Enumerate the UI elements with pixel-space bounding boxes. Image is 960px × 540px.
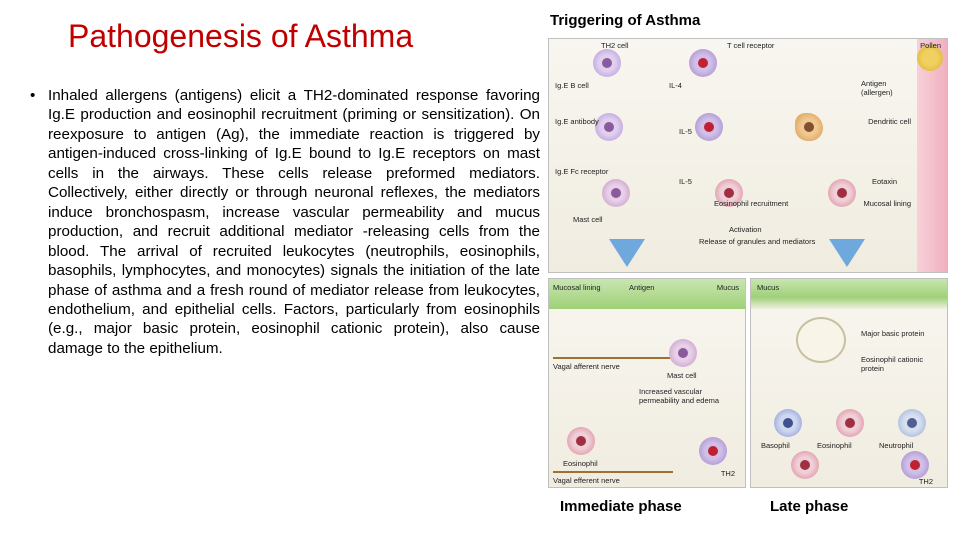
arrow-down-icon xyxy=(829,239,865,267)
label-pollen: Pollen xyxy=(920,41,941,50)
label-ecp: Eosinophil cationic protein xyxy=(861,355,941,373)
label-neutro: Neutrophil xyxy=(879,441,913,450)
immediate-phase-label: Immediate phase xyxy=(560,498,682,515)
mast-cell-icon xyxy=(602,179,630,207)
mucosal-lining-strip xyxy=(917,39,947,272)
label-release: Release of granules and mediators xyxy=(699,237,819,246)
label-mast2: Mast cell xyxy=(667,371,697,380)
label-vagal-eff: Vagal efferent nerve xyxy=(553,476,620,485)
label-antigen: Antigen (allergen) xyxy=(861,79,911,97)
th2-cell-icon xyxy=(689,49,717,77)
eosinophil-icon xyxy=(828,179,856,207)
nerve-line xyxy=(553,357,673,359)
label-eosino: Eosinophil xyxy=(563,459,598,468)
page-title: Pathogenesis of Asthma xyxy=(68,18,413,55)
label-th2: TH2 cell xyxy=(601,41,629,50)
th2-cell-icon xyxy=(695,113,723,141)
label-mast: Mast cell xyxy=(573,215,603,224)
label-vascperm: Increased vascular permeability and edem… xyxy=(639,387,739,405)
label-mbp: Major basic protein xyxy=(861,329,941,338)
label-mucosal2: Mucosal lining xyxy=(553,283,601,292)
label-th2b: TH2 xyxy=(721,469,735,478)
body-text: Inhaled allergens (antigens) elicit a TH… xyxy=(48,86,540,358)
eosinophil-icon xyxy=(567,427,595,455)
diagram-title: Triggering of Asthma xyxy=(550,12,700,29)
eosinophil-icon xyxy=(791,451,819,479)
label-activation: Activation xyxy=(729,225,762,234)
label-mucosal: Mucosal lining xyxy=(863,199,911,208)
label-th2c: TH2 xyxy=(919,477,933,486)
th2-cell-icon xyxy=(699,437,727,465)
bullet-marker: • xyxy=(30,86,48,358)
label-vagal-aff: Vagal afferent nerve xyxy=(553,362,620,371)
arrow-down-icon xyxy=(609,239,645,267)
label-igefc: Ig.E Fc receptor xyxy=(555,167,608,176)
mast-cell-icon xyxy=(669,339,697,367)
label-eorecruit: Eosinophil recruitment xyxy=(714,199,804,208)
label-eosino2: Eosinophil xyxy=(817,441,852,450)
top-panel: TH2 cell T cell receptor Pollen Ig.E B c… xyxy=(548,38,948,273)
neutrophil-icon xyxy=(898,409,926,437)
label-tcr: T cell receptor xyxy=(727,41,774,50)
label-baso: Basophil xyxy=(761,441,790,450)
body-paragraph: • Inhaled allergens (antigens) elicit a … xyxy=(30,86,540,358)
label-antigen2: Antigen xyxy=(629,283,654,292)
dendritic-cell-icon xyxy=(795,113,823,141)
bcell-icon xyxy=(593,49,621,77)
label-mucus: Mucus xyxy=(717,283,739,292)
label-il5b: IL-5 xyxy=(679,177,692,186)
epithelial-gap xyxy=(796,317,846,363)
pathogenesis-diagram: TH2 cell T cell receptor Pollen Ig.E B c… xyxy=(548,38,948,488)
nerve-line xyxy=(553,471,673,473)
label-igeb: Ig.E B cell xyxy=(555,81,589,90)
bcell-icon xyxy=(595,113,623,141)
late-phase-panel: Mucus Major basic protein Eosinophil cat… xyxy=(750,278,948,488)
label-il5a: IL-5 xyxy=(679,127,692,136)
label-eotaxin: Eotaxin xyxy=(872,177,897,186)
basophil-icon xyxy=(774,409,802,437)
mucosal-band xyxy=(751,279,947,309)
label-dendritic: Dendritic cell xyxy=(868,117,911,126)
label-mucus2: Mucus xyxy=(757,283,779,292)
th2-cell-icon xyxy=(901,451,929,479)
eosinophil-icon xyxy=(836,409,864,437)
immediate-phase-panel: Mucosal lining Antigen Mucus Vagal affer… xyxy=(548,278,746,488)
late-phase-label: Late phase xyxy=(770,498,848,515)
label-igeab: Ig.E antibody xyxy=(555,117,599,126)
label-il4: IL-4 xyxy=(669,81,682,90)
